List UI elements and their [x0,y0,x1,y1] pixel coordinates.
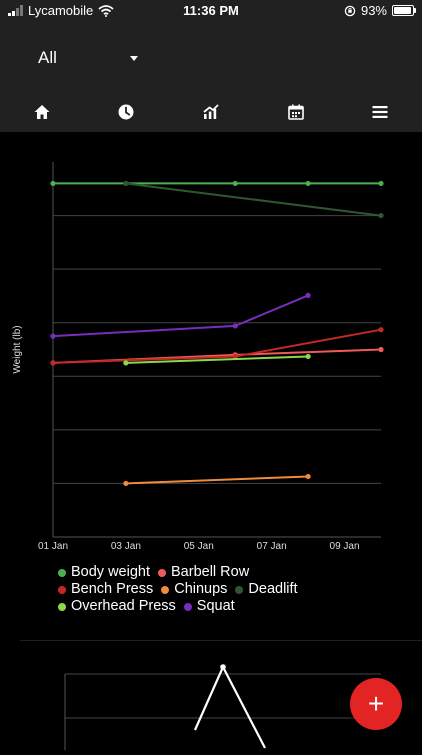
battery-fill [394,7,411,14]
battery-percent: 93% [360,3,387,18]
x-tick-label: 09 Jan [330,541,360,552]
add-workout-button[interactable]: + [350,678,402,730]
legend-dot-deadlift [235,585,244,594]
data-point-squat [305,292,311,298]
secondary-chart-svg [64,664,381,750]
legend-label-barbell-row: Barbell Row [171,564,250,580]
data-point-overhead-press [123,360,129,366]
status-left: Lycamobile [8,3,114,18]
data-point-deadlift [123,180,129,187]
data-point-secondary [220,664,226,670]
data-point-body-weight [378,180,384,187]
legend-item-barbell-row: Barbell Row [158,564,249,581]
home-icon[interactable] [32,102,52,122]
y-axis-label: Weight (lb) [12,325,23,373]
data-point-squat [232,323,238,329]
data-point-bench-press [378,327,384,333]
legend-dot-body-weight [58,568,66,577]
data-point-bench-press [232,353,238,360]
legend-label-chinups: Chinups [174,581,228,597]
data-point-body-weight [305,180,311,187]
status-right: 93% [344,3,416,18]
battery-icon [392,5,416,16]
legend-item-bench-press: Bench Press [58,581,153,598]
legend-label-overhead-press: Overhead Press [71,598,176,614]
data-point-squat [50,333,56,339]
app-header: All [0,22,422,132]
legend-item-body-weight: Body weight [58,564,150,581]
chart-icon[interactable] [201,102,221,122]
legend-item-deadlift: Deadlift [235,581,298,598]
series-line-deadlift [125,182,382,217]
series-line-squat [52,294,309,338]
x-tick-label: 01 Jan [38,541,68,552]
legend-dot-bench-press [58,585,66,594]
data-point-body-weight [50,180,56,187]
x-tick-label: 05 Jan [184,541,214,552]
x-tick-label: 07 Jan [257,541,287,552]
signal-icon [8,5,23,16]
data-point-chinups [305,473,311,480]
legend-dot-barbell-row [158,568,166,577]
legend-label-body-weight: Body weight [71,564,150,580]
status-time: 11:36 PM [183,3,239,18]
legend-dot-overhead-press [58,602,66,611]
legend-item-chinups: Chinups [161,581,227,598]
x-tick-label: 03 Jan [111,541,141,552]
data-point-deadlift [378,212,384,219]
data-point-barbell-row [378,346,384,353]
series-line-chinups [125,475,309,485]
legend-item-overhead-press: Overhead Press [58,598,176,615]
series-line-secondary [193,664,266,749]
data-point-bench-press [50,360,56,366]
clock-icon[interactable] [116,102,136,122]
plus-icon: + [367,688,385,719]
progress-chart: 01 Jan 03 Jan 05 Jan 07 Jan 09 Jan Weight (lb… [0,132,422,642]
chart-legend: Body weight Barbell Row Bench Press Chin… [58,564,398,615]
secondary-chart [0,660,422,750]
status-bar: Lycamobile 11:36 PM 93% [0,0,422,22]
caret-down-icon [130,55,138,61]
legend-item-squat: Squat [183,598,235,615]
calendar-icon[interactable] [286,102,306,122]
legend-dot-chinups [161,585,170,594]
nav-bar [0,94,422,130]
section-divider [20,640,422,641]
data-point-body-weight [232,180,238,187]
data-point-overhead-press [305,353,311,360]
progress-chart-svg: 01 Jan 03 Jan 05 Jan 07 Jan 09 Jan Weight (lb… [12,162,384,552]
series-line-overhead-press [125,355,309,364]
exercise-filter-select[interactable]: All [38,48,138,68]
orientation-lock-icon [344,5,356,16]
legend-label-bench-press: Bench Press [71,581,154,597]
legend-dot-squat [183,602,192,611]
series-line-bench-press [52,328,382,364]
carrier-name: Lycamobile [28,3,94,18]
data-point-chinups [123,480,129,487]
wifi-icon [98,4,114,17]
menu-icon[interactable] [370,102,390,122]
filter-value: All [38,48,57,67]
legend-label-deadlift: Deadlift [248,581,298,597]
legend-label-squat: Squat [196,598,235,614]
